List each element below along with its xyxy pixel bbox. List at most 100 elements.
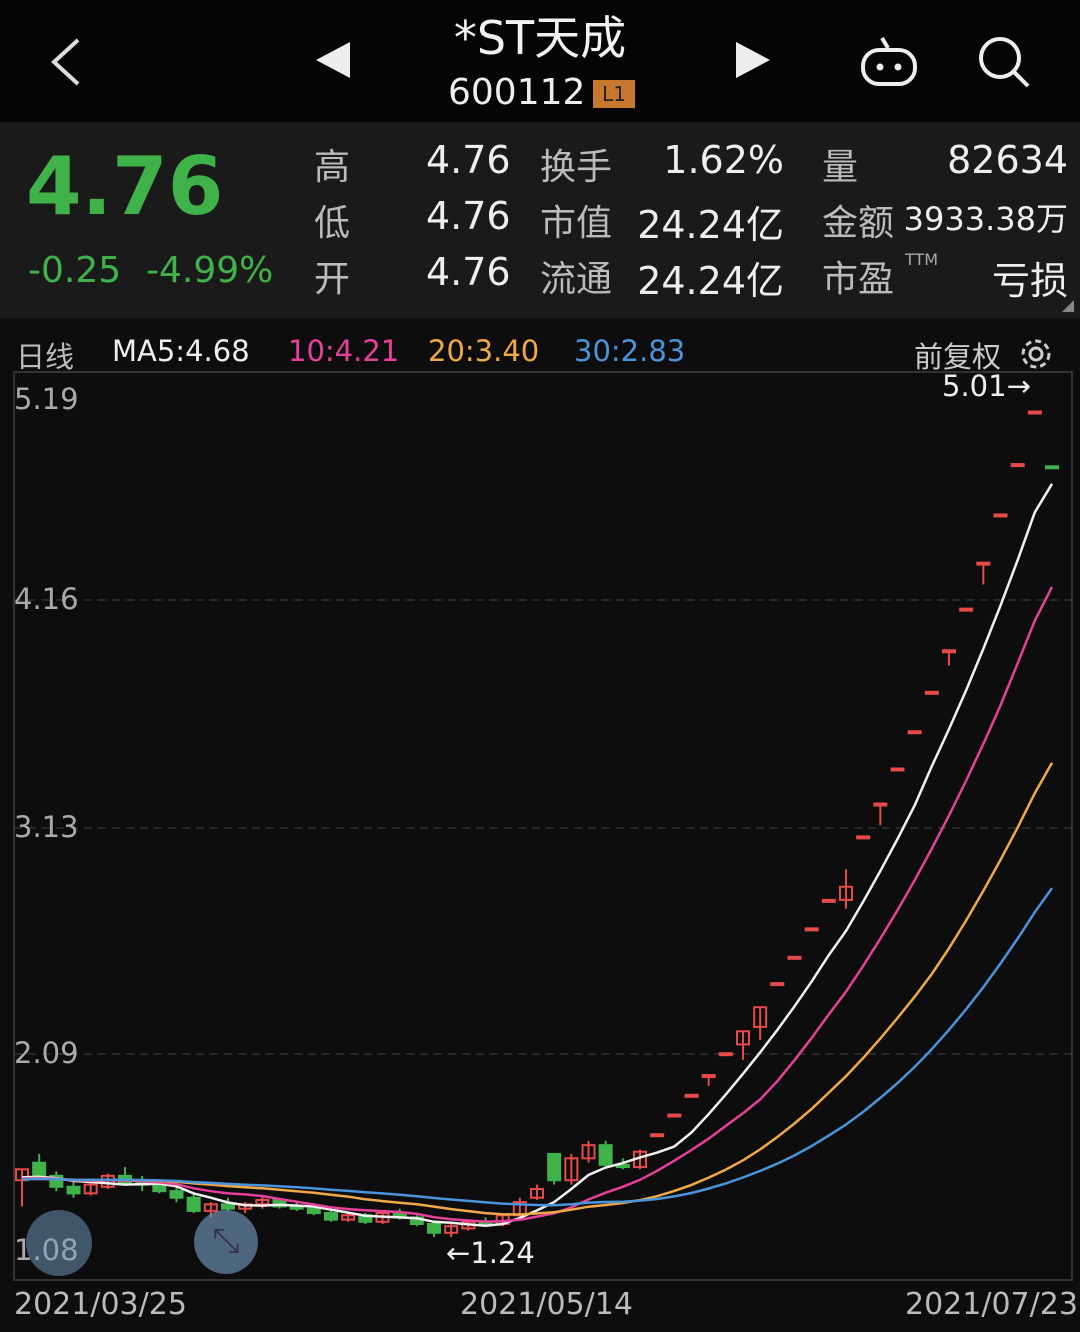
price-change-pct: -4.99% — [146, 250, 274, 291]
candle-body — [49, 1174, 64, 1188]
candle-body — [942, 649, 956, 654]
candle-body — [564, 1157, 579, 1182]
candle-body — [736, 1030, 750, 1046]
settings-gear-icon[interactable] — [1018, 336, 1054, 372]
candle-body — [753, 1006, 768, 1028]
candle-body — [341, 1214, 356, 1221]
candle-body — [684, 1093, 699, 1098]
candle-body — [581, 1144, 596, 1160]
quote-l1-1: 低 — [314, 203, 351, 244]
stock-name: *ST天成 — [453, 11, 627, 65]
kline-chart[interactable]: 5.194.163.132.091.082021/03/252021/05/14… — [0, 326, 1080, 1332]
expand-corner-icon[interactable] — [1062, 300, 1074, 312]
expand-arrows-icon: ⤡ — [212, 1221, 240, 1261]
top-bar: *ST天成 600112 L1 — [0, 0, 1080, 122]
y-tick-label: 2.09 — [14, 1036, 79, 1070]
y-tick-label: 5.19 — [14, 382, 79, 416]
candle-body — [444, 1225, 459, 1234]
candle-body — [203, 1203, 218, 1212]
candle-body — [547, 1152, 562, 1182]
candle-body — [1045, 465, 1059, 470]
candle-body — [1010, 463, 1025, 468]
candle-body — [821, 898, 836, 903]
candle-body — [83, 1183, 98, 1195]
candle-body — [804, 927, 819, 932]
period-label[interactable]: 日线 — [16, 340, 75, 374]
candle-body — [324, 1212, 338, 1221]
candle-body — [255, 1198, 270, 1206]
candle-body — [787, 955, 802, 960]
quote-v1-1: 4.76 — [426, 194, 511, 238]
quote-l2-2: 流通 — [540, 259, 613, 300]
ma10-label: 10:4.21 — [288, 334, 400, 368]
candle-body — [169, 1190, 184, 1199]
ma30-line — [21, 887, 1054, 1207]
ma5-label: MA5:4.68 — [112, 334, 250, 368]
quote-v3-1: 3933.38万 — [903, 200, 1068, 238]
candle-body — [959, 607, 974, 612]
y-tick-label: 3.13 — [14, 810, 79, 844]
back-icon[interactable] — [48, 36, 84, 88]
ma30-label: 30:2.83 — [574, 334, 686, 368]
candle-body — [186, 1196, 201, 1212]
ma5-line — [21, 483, 1054, 1228]
level-badge: L1 — [593, 80, 635, 108]
candle-body — [66, 1185, 81, 1195]
candle-body — [718, 1052, 733, 1057]
chart-canvas[interactable]: 5.194.163.132.091.082021/03/252021/05/14… — [0, 326, 1080, 1332]
candle-body — [530, 1187, 544, 1199]
quote-v3-0: 82634 — [947, 138, 1068, 182]
candle-body — [890, 767, 905, 772]
draw-tool-button[interactable] — [26, 1210, 92, 1276]
candle-body — [770, 982, 785, 987]
quote-l2-1: 市值 — [540, 203, 613, 244]
candle-body — [701, 1074, 716, 1079]
candle-body — [306, 1207, 321, 1215]
y-tick-label: 4.16 — [14, 582, 79, 616]
quote-v2-0: 1.62% — [663, 138, 784, 182]
candle-body — [15, 1168, 29, 1182]
fullscreen-button[interactable]: ⤡ — [194, 1210, 258, 1274]
x-tick-label: 2021/03/25 — [14, 1287, 187, 1322]
min-price-label: ←1.24 — [446, 1236, 535, 1270]
candle-body — [976, 561, 991, 566]
ma20-line — [21, 762, 1054, 1216]
quote-l3-1: 金额 — [822, 203, 895, 244]
candle-body — [924, 690, 939, 695]
max-price-label: 5.01→ — [942, 369, 1031, 403]
stock-code: 600112 — [448, 72, 586, 113]
ttm-label: TTM — [905, 250, 939, 269]
quote-v3-2: 亏损 — [991, 259, 1068, 303]
search-icon[interactable] — [976, 34, 1032, 90]
quote-l3-0: 量 — [822, 147, 859, 188]
quote-v2-2: 24.24亿 — [637, 259, 784, 303]
x-tick-label: 2021/05/14 — [460, 1287, 633, 1322]
candle-body — [32, 1161, 47, 1177]
price-change: -0.25 — [28, 250, 122, 291]
last-price: 4.76 — [26, 140, 224, 233]
next-stock-icon[interactable] — [736, 42, 770, 78]
plot-frame — [13, 371, 1073, 1281]
quote-l1-2: 开 — [314, 259, 351, 300]
candle-body — [1027, 410, 1042, 415]
candle-body — [667, 1113, 682, 1118]
quote-v1-0: 4.76 — [426, 138, 511, 182]
quote-l2-0: 换手 — [540, 147, 613, 188]
candle-body — [598, 1144, 613, 1166]
adjust-label[interactable]: 前复权 — [914, 340, 1002, 374]
candle-body — [221, 1203, 235, 1210]
candle-body — [873, 802, 888, 807]
candle-body — [650, 1133, 665, 1138]
ma20-label: 20:3.40 — [428, 334, 540, 368]
quote-l1-0: 高 — [314, 147, 351, 188]
quote-v1-2: 4.76 — [426, 250, 511, 294]
x-tick-label: 2021/07/23 — [905, 1287, 1078, 1322]
candle-body — [993, 513, 1008, 518]
ma10-line — [21, 586, 1054, 1223]
prev-stock-icon[interactable] — [316, 42, 350, 78]
robot-icon[interactable] — [860, 34, 918, 88]
quote-l3-2: 市盈 — [822, 259, 895, 300]
quote-panel: 4.76 -0.25 -4.99% 高 4.76 换手 1.62% 量 82634 低 4.7… — [0, 122, 1080, 318]
candle-body — [615, 1163, 630, 1169]
candle-body — [427, 1223, 441, 1234]
